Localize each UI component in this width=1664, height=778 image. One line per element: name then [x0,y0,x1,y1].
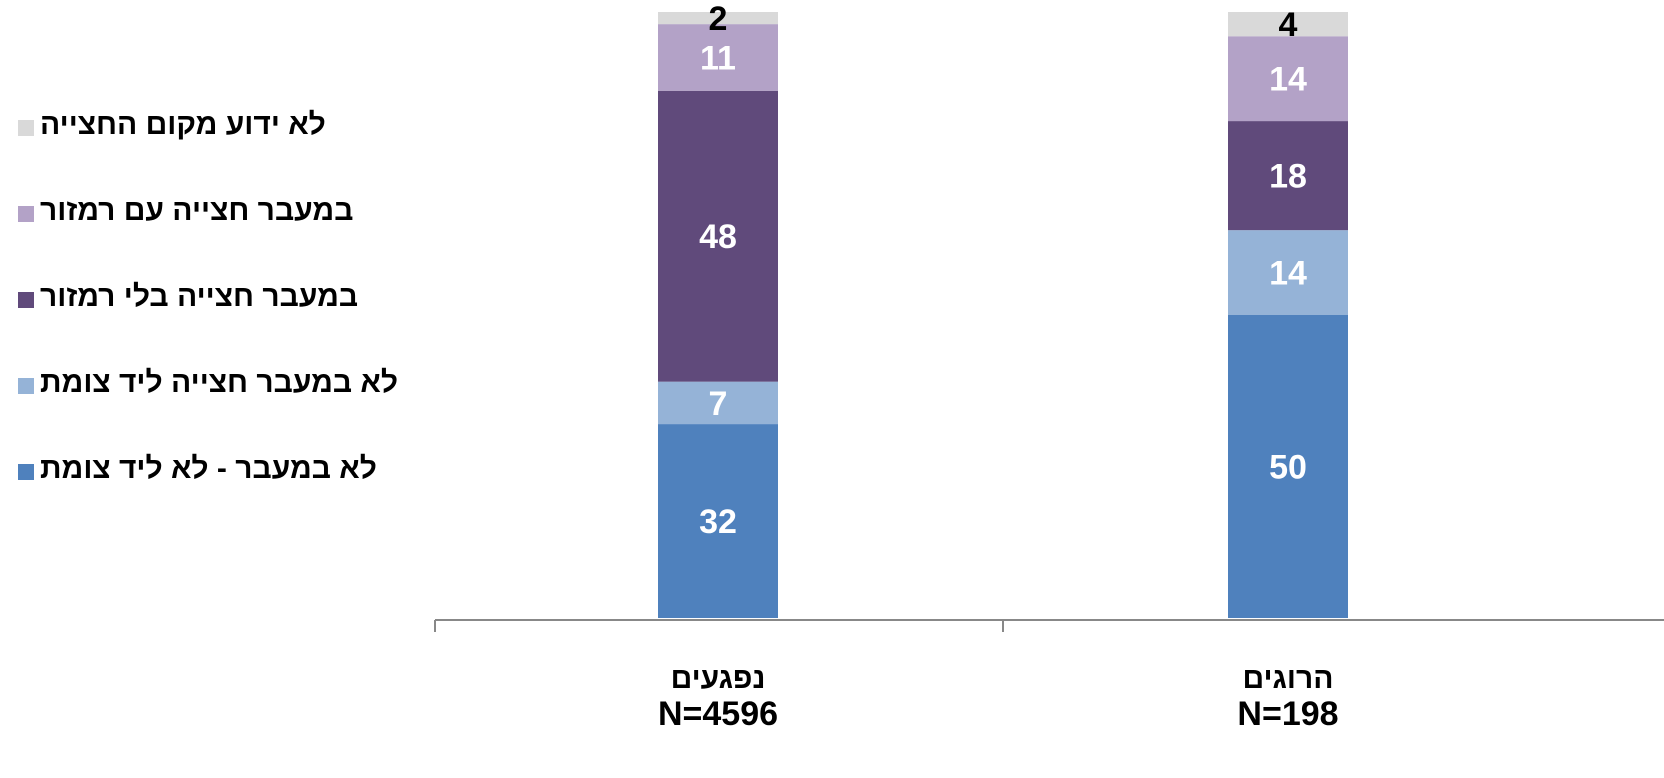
data-label: 48 [699,218,737,256]
data-label: 2 [709,0,728,38]
x-axis [434,619,1664,632]
legend-label: במעבר חצייה בלי רמזור [40,280,359,313]
legend-swatch [18,206,34,222]
category-label-killed: הרוגים N=198 [1138,662,1438,732]
data-label: 4 [1279,6,1298,44]
bar-segment [658,381,778,425]
data-label: 32 [699,503,737,541]
legend-label: לא במעבר חצייה ליד צומת [40,366,399,399]
bar-segment [1228,36,1348,122]
bar-segment [1228,12,1348,37]
legend-swatch [18,120,34,136]
data-label: 14 [1269,61,1307,99]
category-n: N=198 [1237,695,1339,733]
bar-segment [1228,315,1348,618]
category-name: נפגעים [670,662,766,695]
data-label: 18 [1269,158,1307,196]
legend-swatch [18,378,34,394]
category-name: הרוגים [1242,662,1334,695]
category-label-injured: נפגעים N=4596 [568,662,868,732]
bar-segment [658,424,778,618]
data-label: 11 [700,39,736,77]
legend-swatch [18,464,34,480]
data-label: 14 [1269,255,1307,293]
bar-segment [658,24,778,91]
bar-segment [658,90,778,382]
data-label: 7 [709,385,728,423]
category-n: N=4596 [657,695,779,733]
legend-label: לא ידוע מקום החצייה [40,108,326,141]
legend-swatch [18,292,34,308]
legend-label: במעבר חצייה עם רמזור [40,194,354,227]
bars-group: 32 7 48 112 50 14 18 14 4 [658,0,1348,618]
data-label: 50 [1269,449,1307,487]
legend-label: לא במעבר - לא ליד צומת [40,452,377,485]
bar-segment [658,12,778,25]
bar-segment [1228,121,1348,231]
bar-segment [1228,230,1348,315]
